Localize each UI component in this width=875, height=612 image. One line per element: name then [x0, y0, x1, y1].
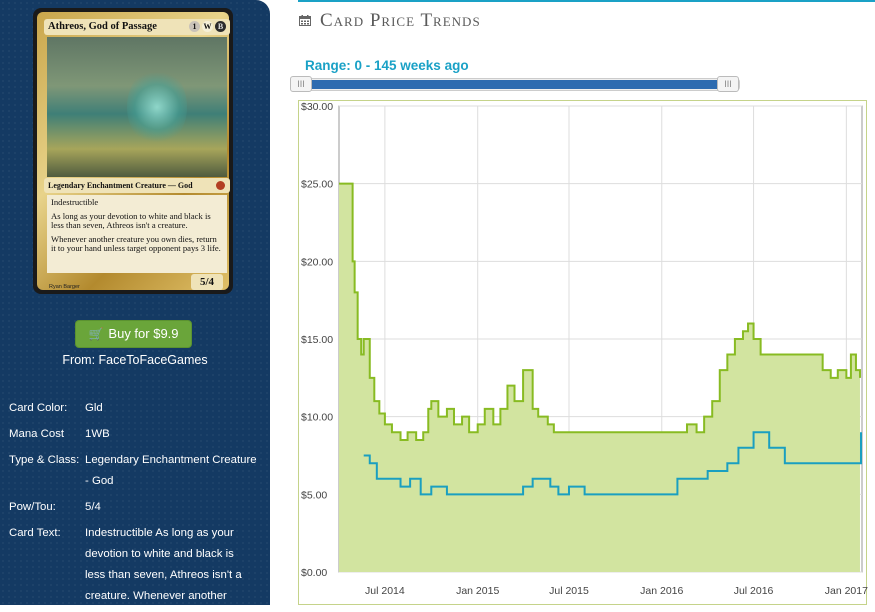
- y-tick-label: $5.00: [301, 489, 327, 501]
- card-artist: Ryan Barger: [49, 284, 80, 290]
- x-tick-label: Jul 2016: [734, 585, 774, 597]
- detail-label: Card Color:: [9, 402, 68, 414]
- detail-label: Type & Class:: [9, 454, 80, 466]
- detail-row-mana: Mana Cost 1WB: [9, 424, 264, 445]
- detail-value: Indestructible As long as your devotion …: [85, 527, 242, 602]
- card-details: Card Color: Gld Mana Cost 1WB Type & Cla…: [9, 398, 264, 612]
- buy-button-label: Buy for $9.9: [108, 326, 179, 341]
- card-art-figure: [127, 67, 187, 147]
- x-tick-label: Jan 2016: [640, 585, 683, 597]
- set-symbol-icon: [216, 181, 225, 190]
- range-slider-handle-left[interactable]: III: [290, 76, 312, 92]
- detail-row-pow-tou: Pow/Tou: 5/4: [9, 497, 264, 518]
- buy-button[interactable]: 🛒 Buy for $9.9: [75, 320, 192, 348]
- x-tick-label: Jul 2015: [549, 585, 589, 597]
- detail-value: 1WB: [85, 428, 110, 440]
- y-tick-label: $20.00: [301, 256, 333, 268]
- price-chart: $0.00 $5.00 $10.00 $15.00 $20.00 $25.00 $30.00…: [298, 100, 868, 605]
- mana-black-icon: B: [215, 21, 226, 32]
- card-name: Athreos, God of Passage: [48, 21, 157, 32]
- calendar-icon: [299, 15, 311, 26]
- series-paper-area: [339, 183, 860, 572]
- series-paper-line: [339, 182, 861, 441]
- detail-row-type: Type & Class: Legendary Enchantment Crea…: [9, 450, 264, 492]
- price-trends-header: Card Price Trends: [298, 0, 875, 38]
- mana-white-icon: W: [202, 21, 213, 32]
- mana-generic-icon: 1: [189, 21, 200, 32]
- x-tick-label: Jan 2017: [825, 585, 868, 597]
- card-rule-2: As long as your devotion to white and bl…: [51, 210, 211, 231]
- y-tick-label: $0.00: [301, 567, 327, 579]
- detail-value: Gld: [85, 402, 103, 414]
- card-rule-1: Indestructible: [51, 197, 99, 207]
- card-type-line: Legendary Enchantment Creature — God: [44, 178, 230, 193]
- x-tick-label: Jan 2015: [456, 585, 499, 597]
- card-frame: Athreos, God of Passage 1 W B Legendary …: [37, 12, 230, 290]
- card-image: Athreos, God of Passage 1 W B Legendary …: [33, 8, 233, 294]
- detail-value: 5/4: [85, 501, 101, 513]
- y-tick-label: $30.00: [301, 101, 333, 113]
- x-tick-label: Jul 2014: [365, 585, 405, 597]
- card-art: [47, 37, 227, 177]
- series-online-line: [363, 431, 862, 496]
- detail-label: Card Text:: [9, 527, 61, 539]
- y-tick-label: $25.00: [301, 179, 333, 191]
- detail-value: Legendary Enchantment Creature - God: [85, 454, 257, 487]
- y-tick-label: $10.00: [301, 412, 333, 424]
- sidebar: Athreos, God of Passage 1 W B Legendary …: [0, 0, 270, 605]
- range-slider-fill: [297, 80, 729, 89]
- price-chart-svg: $0.00 $5.00 $10.00 $15.00 $20.00 $25.00 $30.00…: [301, 101, 868, 597]
- card-power-toughness: 5/4: [191, 274, 223, 290]
- detail-label: Pow/Tou:: [9, 501, 56, 513]
- detail-label: Mana Cost: [9, 428, 65, 440]
- seller-text: From: FaceToFaceGames: [62, 353, 208, 367]
- page-title: Card Price Trends: [320, 10, 481, 31]
- card-name-bar: Athreos, God of Passage 1 W B: [44, 19, 230, 35]
- detail-row-text: Card Text: Indestructible As long as you…: [9, 523, 264, 607]
- range-slider-handle-right[interactable]: III: [717, 76, 739, 92]
- card-type-text: Legendary Enchantment Creature — God: [48, 181, 193, 190]
- range-label: Range: 0 - 145 weeks ago: [305, 58, 469, 73]
- shopping-cart-icon: 🛒: [88, 327, 104, 341]
- card-rules-box: Indestructible As long as your devotion …: [47, 195, 227, 273]
- detail-row-color: Card Color: Gld: [9, 398, 264, 419]
- card-rule-3: Whenever another creature you own dies, …: [51, 233, 221, 254]
- mana-cost-symbols: 1 W B: [189, 21, 226, 32]
- y-tick-label: $15.00: [301, 334, 333, 346]
